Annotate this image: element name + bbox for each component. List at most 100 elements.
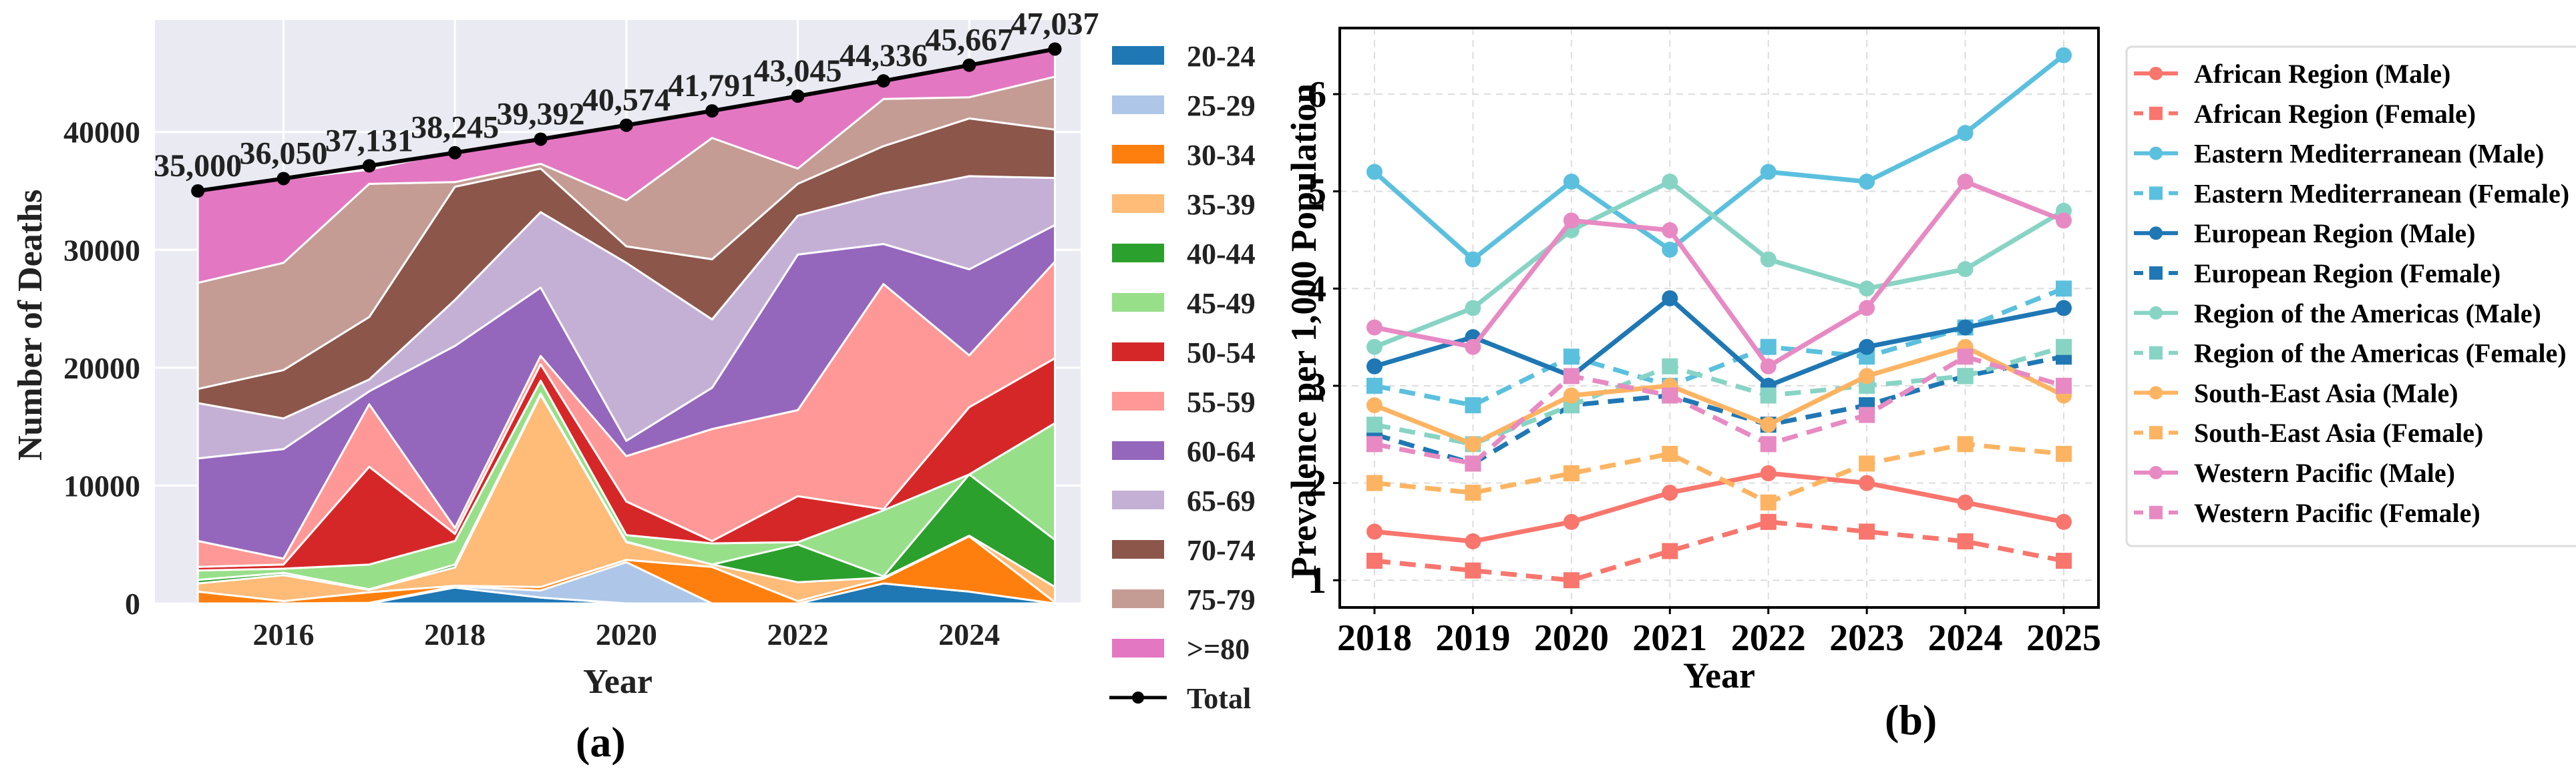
data-point xyxy=(1760,358,1777,374)
data-point xyxy=(1859,338,1875,355)
chart-b-legend: African Region (Male) African Region (Fem… xyxy=(2125,45,2576,547)
data-point xyxy=(1859,455,1875,472)
series-line xyxy=(1374,179,2065,369)
x-tick-label: 2021 xyxy=(1632,617,1707,659)
legend-marker xyxy=(2149,186,2163,200)
total-point xyxy=(1048,42,1062,56)
total-point xyxy=(277,172,291,186)
legend-marker xyxy=(2149,106,2163,120)
legend-label: 60-64 xyxy=(1187,435,1256,468)
series-line xyxy=(1374,441,2064,505)
chart-b-plot-frame xyxy=(1338,27,2100,609)
data-point xyxy=(1366,436,1383,453)
caption-b: (b) xyxy=(1885,696,1938,744)
data-point xyxy=(1760,387,1777,404)
data-point xyxy=(1662,222,1678,238)
data-point xyxy=(1662,543,1678,559)
data-point xyxy=(1859,407,1875,423)
legend-swatch-40-44 xyxy=(1112,244,1164,262)
series-line xyxy=(1373,179,2065,349)
legend-marker xyxy=(2149,226,2163,240)
legend-marker xyxy=(2149,67,2163,80)
data-point xyxy=(1366,397,1383,414)
data-point xyxy=(1465,533,1481,549)
legend-marker-total xyxy=(1132,692,1144,704)
legend-marker xyxy=(2149,346,2163,360)
data-point xyxy=(1662,242,1678,258)
chart-a-legend: 20-24 25-29 30-34 35-39 40-44 45-49 50-54 55-59… xyxy=(1109,40,1256,715)
data-point xyxy=(1859,300,1875,316)
legend-label: 75-79 xyxy=(1187,583,1256,616)
legend-label: European Region (Male) xyxy=(2194,218,2475,248)
data-point xyxy=(1859,368,1875,384)
y-tick-label: 40000 xyxy=(63,115,140,150)
legend-label: 70-74 xyxy=(1187,534,1256,567)
legend-label: 50-54 xyxy=(1187,336,1256,369)
data-point xyxy=(1662,358,1678,374)
legend-marker xyxy=(2149,466,2163,479)
legend-swatch-65-69 xyxy=(1112,491,1164,509)
data-point xyxy=(1662,387,1678,404)
y-tick-label: 4 xyxy=(1308,268,1326,310)
data-point xyxy=(2056,513,2072,530)
series-african-region-male xyxy=(1366,465,2072,549)
legend-swatch-55-59 xyxy=(1112,392,1164,411)
data-point xyxy=(2056,47,2072,63)
series-african-region-female xyxy=(1366,513,2072,589)
total-data-label: 47,037 xyxy=(1011,6,1099,41)
data-point xyxy=(1563,174,1580,190)
data-point xyxy=(1465,300,1481,316)
total-data-label: 38,245 xyxy=(411,110,499,146)
chart-b-x-axis-label: Year xyxy=(1683,656,1755,696)
legend-label: Region of the Americas (Female) xyxy=(2194,338,2567,368)
legend-swatch-25-29 xyxy=(1112,95,1164,114)
total-data-label: 45,667 xyxy=(925,23,1013,58)
x-tick-label: 2023 xyxy=(1829,617,1904,659)
chart-a-total-line: 35,00036,05037,13138,24539,39240,57441,7… xyxy=(154,6,1099,198)
data-point xyxy=(1465,436,1481,453)
legend-label: 40-44 xyxy=(1187,238,1256,270)
data-point xyxy=(1957,494,1974,511)
chart-b-tick-labels: 1 2 3 4 5 6 2018 2019 2020 2021 2022 2023 2024 2025 xyxy=(1308,74,2101,659)
chart-a-stacked-area: 35,00036,05037,13138,24539,39240,57441,7… xyxy=(11,6,1256,715)
data-point xyxy=(1859,280,1875,297)
legend-swatch-50-54 xyxy=(1112,342,1164,361)
chart-b-series xyxy=(1366,47,2072,589)
data-point xyxy=(1760,251,1777,268)
data-point xyxy=(1465,562,1481,579)
legend-label: Eastern Mediterranean (Male) xyxy=(2194,139,2544,169)
legend-label: Western Pacific (Female) xyxy=(2194,498,2480,528)
legend-label: African Region (Male) xyxy=(2194,59,2450,89)
data-point xyxy=(1563,368,1580,384)
data-point xyxy=(1366,523,1383,540)
data-point xyxy=(1957,261,1974,278)
data-point xyxy=(1563,572,1580,589)
legend-swatch-20-24 xyxy=(1112,46,1164,65)
legend-swatch-75-79 xyxy=(1112,589,1164,608)
total-data-label: 44,336 xyxy=(840,38,928,73)
series-line xyxy=(1374,344,2064,447)
data-point xyxy=(1366,377,1383,394)
data-point xyxy=(1760,338,1777,355)
x-tick-label: 2022 xyxy=(767,617,829,652)
data-point xyxy=(1563,212,1580,229)
data-point xyxy=(1662,445,1678,462)
x-tick-label: 2020 xyxy=(596,617,657,652)
data-point xyxy=(1760,164,1777,180)
legend-swatch-45-49 xyxy=(1112,293,1164,312)
data-point xyxy=(1957,533,1974,549)
data-point xyxy=(1465,485,1481,501)
series-line xyxy=(1374,354,2064,466)
total-point xyxy=(534,132,548,146)
series-south-east-asia-male xyxy=(1366,338,2072,453)
y-tick-label: 30000 xyxy=(63,233,140,267)
series-western-pacific-male xyxy=(1366,174,2072,374)
caption-a: (a) xyxy=(576,718,626,766)
legend-label: Total xyxy=(1187,682,1251,715)
y-tick-label: 10000 xyxy=(63,469,140,503)
data-point xyxy=(2056,553,2072,569)
x-tick-label: 2025 xyxy=(2026,617,2101,659)
chart-b-line-chart: 1 2 3 4 5 6 2018 2019 2020 2021 2022 2023 2024 2025 Y… xyxy=(1284,27,2576,696)
data-point xyxy=(1465,397,1481,414)
